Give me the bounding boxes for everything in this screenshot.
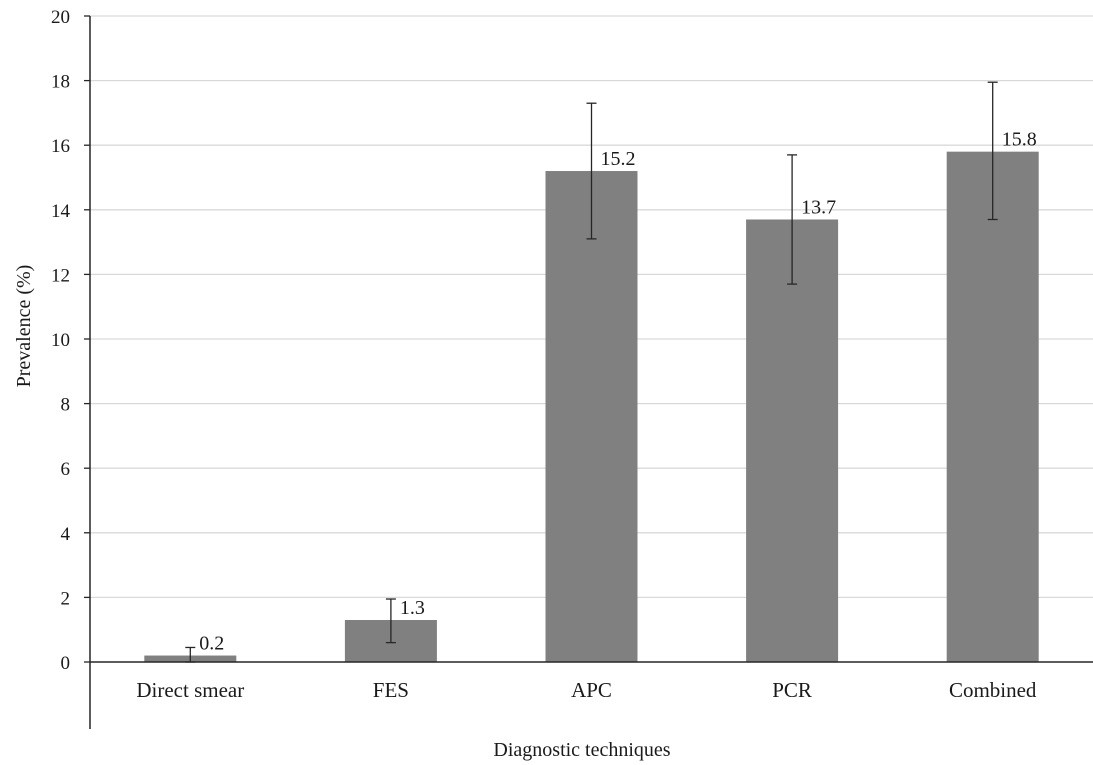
- y-tick-label: 6: [61, 459, 71, 480]
- x-category-label: Combined: [949, 678, 1037, 702]
- axes: [89, 16, 1093, 729]
- error-bars: [185, 81, 998, 663]
- x-category-label: FES: [373, 678, 409, 702]
- data-label: 1.3: [400, 597, 425, 619]
- x-category-label: Direct smear: [136, 678, 244, 702]
- bar-apc: [545, 171, 638, 663]
- x-category-label: APC: [571, 678, 612, 702]
- y-tick-label: 8: [61, 395, 71, 416]
- y-tick-label: 20: [51, 7, 70, 28]
- y-tick-label: 2: [61, 588, 71, 609]
- error-bar: [385, 598, 396, 644]
- x-axis-title: Diagnostic techniques: [493, 739, 670, 761]
- y-tick-label: 18: [51, 72, 70, 93]
- y-tick-label: 4: [61, 524, 71, 545]
- y-axis-title: Prevalence (%): [13, 265, 35, 388]
- y-tick-label: 14: [51, 201, 71, 222]
- data-label: 0.2: [199, 633, 224, 655]
- x-category-label: PCR: [772, 678, 812, 702]
- error-bar: [787, 154, 798, 285]
- error-bar: [586, 102, 597, 240]
- y-tick-label: 0: [61, 653, 71, 674]
- data-label: 13.7: [801, 196, 836, 218]
- data-label: 15.8: [1002, 129, 1037, 151]
- error-bar: [987, 81, 998, 221]
- y-axis-ticks: 0 2 4 6 8 10 12 14 16 18 20: [51, 7, 90, 674]
- data-label: 15.2: [601, 148, 636, 170]
- y-tick-label: 16: [51, 136, 70, 157]
- y-tick-label: 10: [51, 330, 70, 351]
- x-axis-categories: Direct smear FES APC PCR Combined: [136, 678, 1037, 702]
- bar-pcr: [746, 219, 839, 663]
- bar-combined: [946, 151, 1039, 662]
- y-tick-label: 12: [51, 265, 70, 286]
- data-labels: 0.2 1.3 15.2 13.7 15.8: [199, 129, 1036, 655]
